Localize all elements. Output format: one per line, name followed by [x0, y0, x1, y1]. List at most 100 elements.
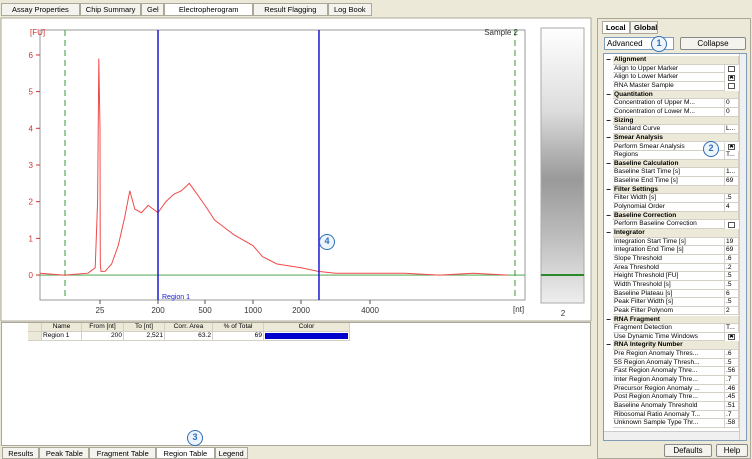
- column-header: Corr. Area: [165, 323, 213, 332]
- region-label: Region 1: [162, 294, 190, 301]
- section-toggle[interactable]: −: [606, 341, 611, 350]
- property-label: Area Threshold: [613, 263, 725, 273]
- property-label: Baseline Anomaly Threshold: [613, 402, 725, 411]
- section-title: Sizing: [613, 116, 739, 126]
- panel-tab[interactable]: Local: [602, 21, 630, 34]
- property-value[interactable]: .6: [725, 350, 739, 359]
- property-value[interactable]: .7: [725, 410, 739, 420]
- property-value[interactable]: 2: [725, 306, 739, 316]
- column-header: Color: [264, 323, 350, 332]
- property-value[interactable]: .56: [725, 367, 739, 377]
- property-label: Concentration of Upper M...: [613, 99, 725, 108]
- column-header: To [nt]: [124, 323, 165, 332]
- property-value[interactable]: L...: [725, 125, 739, 134]
- section-toggle[interactable]: −: [606, 133, 611, 142]
- top-tab[interactable]: Log Book: [327, 3, 372, 16]
- property-label: Slope Threshold: [613, 254, 725, 264]
- checkbox[interactable]: ✖: [728, 334, 735, 341]
- electropherogram: [FU] Sample 2 [nt] 2 0 1 2 3 4 5 6 25 200 500 1000…: [0, 17, 592, 322]
- property-value[interactable]: .5: [725, 280, 739, 290]
- top-tab[interactable]: Electropherogram: [164, 3, 254, 16]
- bottom-tab[interactable]: Fragment Table: [89, 447, 157, 459]
- property-value[interactable]: 1...: [725, 168, 739, 178]
- section-toggle[interactable]: −: [606, 185, 611, 194]
- table-cell: 200: [82, 332, 124, 341]
- section-title: Baseline Calculation: [613, 159, 739, 169]
- top-tab[interactable]: Chip Summary: [79, 3, 142, 16]
- property-value[interactable]: .6: [725, 254, 739, 264]
- scrollbar[interactable]: [739, 54, 746, 440]
- y-tick-label: 1: [29, 234, 34, 243]
- property-label: Peak Filter Polynom: [613, 306, 725, 316]
- property-value[interactable]: .46: [725, 384, 739, 394]
- property-value[interactable]: .7: [725, 376, 739, 385]
- property-value[interactable]: 4: [725, 203, 739, 212]
- section-title: Filter Settings: [613, 185, 739, 195]
- property-label: Filter Width [s]: [613, 194, 725, 204]
- bottom-tab[interactable]: Peak Table: [39, 447, 90, 459]
- section-title: Baseline Correction: [613, 211, 739, 221]
- section-toggle[interactable]: −: [606, 159, 611, 168]
- property-value[interactable]: .58: [725, 419, 739, 428]
- y-tick-label: 6: [29, 51, 34, 60]
- row-header-corner: [28, 323, 42, 332]
- property-label: Integration Start Time [s]: [613, 237, 725, 247]
- property-value[interactable]: .5: [725, 272, 739, 281]
- column-header: % of Total: [213, 323, 264, 332]
- panel-button[interactable]: Defaults: [664, 444, 712, 457]
- section-toggle[interactable]: −: [606, 315, 611, 324]
- section-toggle[interactable]: −: [606, 211, 611, 220]
- property-value[interactable]: T...: [725, 324, 739, 333]
- property-value[interactable]: 19: [725, 237, 739, 247]
- section-title: Quantitation: [613, 90, 739, 100]
- panel-tab[interactable]: Global: [630, 21, 658, 34]
- top-tab[interactable]: Gel: [141, 3, 165, 16]
- property-label: Pre Region Anomaly Thres...: [613, 350, 725, 359]
- checkbox[interactable]: ✖: [728, 144, 735, 150]
- section-toggle[interactable]: −: [606, 56, 611, 64]
- panel-button[interactable]: Help: [716, 444, 748, 457]
- electropherogram-trace: [39, 58, 509, 276]
- property-value[interactable]: .45: [725, 393, 739, 402]
- table-cell[interactable]: Region 1: [42, 332, 82, 341]
- property-value[interactable]: 69: [725, 177, 739, 186]
- collapse-button[interactable]: Collapse: [680, 37, 746, 50]
- checkbox[interactable]: ✖: [728, 74, 735, 81]
- checkbox[interactable]: [728, 66, 735, 73]
- property-value[interactable]: 69: [725, 246, 739, 255]
- property-label: Use Dynamic Time Windows: [613, 332, 725, 342]
- property-value[interactable]: .51: [725, 402, 739, 411]
- property-label: Baseline Plateau [s]: [613, 289, 725, 299]
- property-value[interactable]: .5: [725, 194, 739, 204]
- property-label: Align to Upper Marker: [613, 64, 725, 74]
- section-toggle[interactable]: −: [606, 116, 611, 125]
- x-tick-label: 25: [96, 306, 105, 315]
- y-tick-label: 2: [29, 198, 34, 207]
- bottom-tab[interactable]: Legend: [214, 447, 248, 459]
- checkbox[interactable]: [728, 83, 735, 90]
- color-cell: [264, 332, 350, 341]
- table-cell: 63.2: [165, 332, 213, 341]
- property-value[interactable]: .2: [725, 263, 739, 273]
- property-value[interactable]: 0: [725, 107, 739, 117]
- top-tab[interactable]: Result Flagging: [253, 3, 328, 16]
- table-pane: [1, 322, 591, 446]
- property-label: RNA Master Sample: [613, 81, 725, 91]
- property-value[interactable]: .5: [725, 298, 739, 307]
- property-label: Baseline Start Time [s]: [613, 168, 725, 178]
- property-value[interactable]: T...: [725, 151, 739, 160]
- property-value[interactable]: 0: [725, 99, 739, 108]
- section-toggle[interactable]: −: [606, 90, 611, 99]
- y-unit: [FU]: [30, 28, 45, 37]
- section-toggle[interactable]: −: [606, 229, 611, 237]
- bottom-tab[interactable]: Region Table: [156, 447, 215, 459]
- h-scrollbar[interactable]: [604, 431, 739, 440]
- property-value[interactable]: .5: [725, 358, 739, 368]
- top-tab[interactable]: Assay Properties: [1, 3, 80, 16]
- plot-area: [39, 29, 526, 301]
- property-value[interactable]: 6: [725, 289, 739, 299]
- bottom-tab[interactable]: Results: [2, 447, 40, 459]
- property-label: 5S Region Anomaly Thresh...: [613, 358, 725, 368]
- checkbox[interactable]: [728, 221, 735, 228]
- x-tick-label: 200: [151, 306, 165, 315]
